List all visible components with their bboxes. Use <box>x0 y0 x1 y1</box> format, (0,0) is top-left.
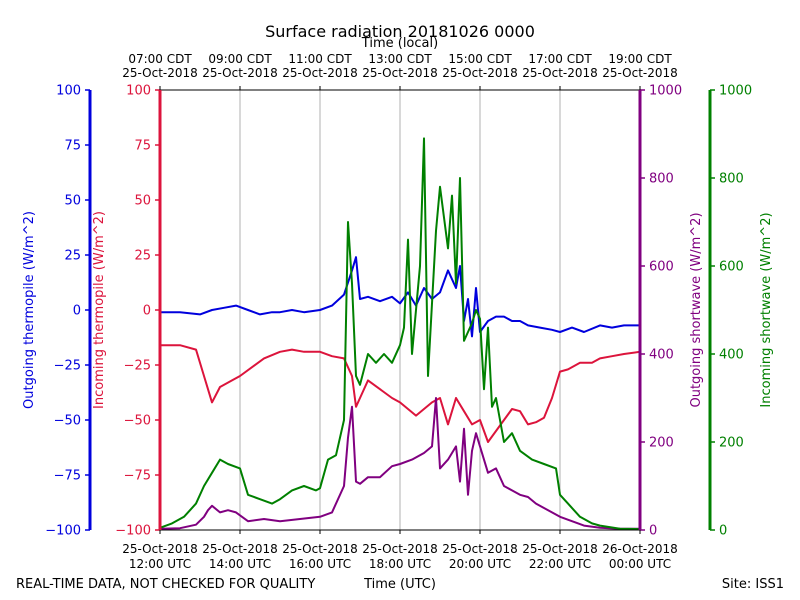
top-tick-time: 07:00 CDT <box>128 52 192 66</box>
x-tick-date: 26-Oct-2018 <box>602 542 678 556</box>
outgoing-thermopile-tick-label: −25 <box>54 359 81 374</box>
incoming-shortwave-tick-label: 200 <box>719 436 744 451</box>
outgoing-thermopile-tick-label: 0 <box>73 304 81 319</box>
incoming-shortwave-tick-label: 0 <box>719 524 727 539</box>
outgoing-shortwave-tick-label: 800 <box>649 172 674 187</box>
top-tick-date: 25-Oct-2018 <box>122 66 198 80</box>
incoming-thermopile-tick-label: −50 <box>124 414 151 429</box>
series-incoming-thermopile-line <box>160 344 641 443</box>
y-axes: 100 75 50 25 0 −25 −50 −75 −100 Outgoing thermopi… <box>22 84 774 539</box>
incoming-thermopile-tick-label: 50 <box>134 194 151 209</box>
x-tick-utc: 22:00 UTC <box>529 557 591 571</box>
x-tick-utc: 12:00 UTC <box>129 557 191 571</box>
outgoing-shortwave-tick-label: 600 <box>649 260 674 275</box>
top-tick-time: 13:00 CDT <box>368 52 432 66</box>
incoming-thermopile-tick-label: −25 <box>124 359 151 374</box>
top-tick-time: 17:00 CDT <box>528 52 592 66</box>
incoming-thermopile-tick-label: −75 <box>124 469 151 484</box>
outgoing-shortwave-axis-label: Outgoing shortwave (W/m^2) <box>689 212 704 407</box>
incoming-shortwave-tick-label: 1000 <box>719 84 752 99</box>
x-gridlines <box>239 90 561 530</box>
outgoing-thermopile-tick-label: −100 <box>45 524 81 539</box>
series-incoming-shortwave-line <box>159 137 641 531</box>
outgoing-thermopile-tick-label: 75 <box>64 139 81 154</box>
outgoing-thermopile-tick-label: −50 <box>54 414 81 429</box>
top-tick-time: 11:00 CDT <box>288 52 352 66</box>
top-tick-date: 25-Oct-2018 <box>442 66 518 80</box>
series-lines <box>159 137 641 531</box>
outgoing-shortwave-tick-label: 1000 <box>649 84 682 99</box>
series-outgoing-shortwave-line <box>159 397 640 530</box>
top-tick-time: 09:00 CDT <box>208 52 272 66</box>
outgoing-thermopile-tick-label: 100 <box>56 84 81 99</box>
top-tick-time: 15:00 CDT <box>448 52 512 66</box>
outgoing-shortwave-tick-label: 0 <box>649 524 657 539</box>
top-tick-date: 25-Oct-2018 <box>362 66 438 80</box>
chart-title: Surface radiation 20181026 0000 <box>265 22 535 41</box>
incoming-shortwave-tick-label: 600 <box>719 260 744 275</box>
incoming-thermopile-tick-label: 100 <box>126 84 151 99</box>
x-tick-date: 25-Oct-2018 <box>522 542 598 556</box>
top-tick-date: 25-Oct-2018 <box>282 66 358 80</box>
x-tick-date: 25-Oct-2018 <box>362 542 438 556</box>
incoming-thermopile-axis-label: Incoming thermopile (W/m^2) <box>92 211 107 409</box>
x-tick-utc: 16:00 UTC <box>289 557 351 571</box>
incoming-shortwave-axis-label: Incoming shortwave (W/m^2) <box>759 212 774 407</box>
top-axis-label: Time (local) <box>361 36 438 51</box>
incoming-thermopile-tick-label: −100 <box>115 524 151 539</box>
x-tick-utc: 18:00 UTC <box>369 557 431 571</box>
quality-notice: REAL-TIME DATA, NOT CHECKED FOR QUALITY <box>16 577 315 592</box>
top-tick-date: 25-Oct-2018 <box>202 66 278 80</box>
x-tick-date: 25-Oct-2018 <box>282 542 358 556</box>
outgoing-thermopile-axis-label: Outgoing thermopile (W/m^2) <box>22 211 37 409</box>
x-tick-date: 25-Oct-2018 <box>202 542 278 556</box>
x-tick-utc: 20:00 UTC <box>449 557 511 571</box>
incoming-thermopile-tick-label: 75 <box>134 139 151 154</box>
x-tick-date: 25-Oct-2018 <box>442 542 518 556</box>
outgoing-shortwave-tick-label: 200 <box>649 436 674 451</box>
incoming-shortwave-tick-label: 800 <box>719 172 744 187</box>
x-axis-label: Time (UTC) <box>363 577 436 592</box>
incoming-thermopile-tick-label: 0 <box>143 304 151 319</box>
incoming-shortwave-tick-label: 400 <box>719 348 744 363</box>
series-outgoing-thermopile-line <box>160 256 640 338</box>
x-tick-date: 25-Oct-2018 <box>122 542 198 556</box>
outgoing-thermopile-tick-label: 50 <box>64 194 81 209</box>
x-tick-utc: 14:00 UTC <box>209 557 271 571</box>
top-tick-date: 25-Oct-2018 <box>602 66 678 80</box>
site-label: Site: ISS1 <box>722 577 784 592</box>
top-tick-time: 19:00 CDT <box>608 52 672 66</box>
top-tick-date: 25-Oct-2018 <box>522 66 598 80</box>
incoming-thermopile-tick-label: 25 <box>134 249 151 264</box>
x-tick-utc: 00:00 UTC <box>609 557 671 571</box>
outgoing-thermopile-tick-label: 25 <box>64 249 81 264</box>
outgoing-thermopile-tick-label: −75 <box>54 469 81 484</box>
outgoing-shortwave-tick-label: 400 <box>649 348 674 363</box>
